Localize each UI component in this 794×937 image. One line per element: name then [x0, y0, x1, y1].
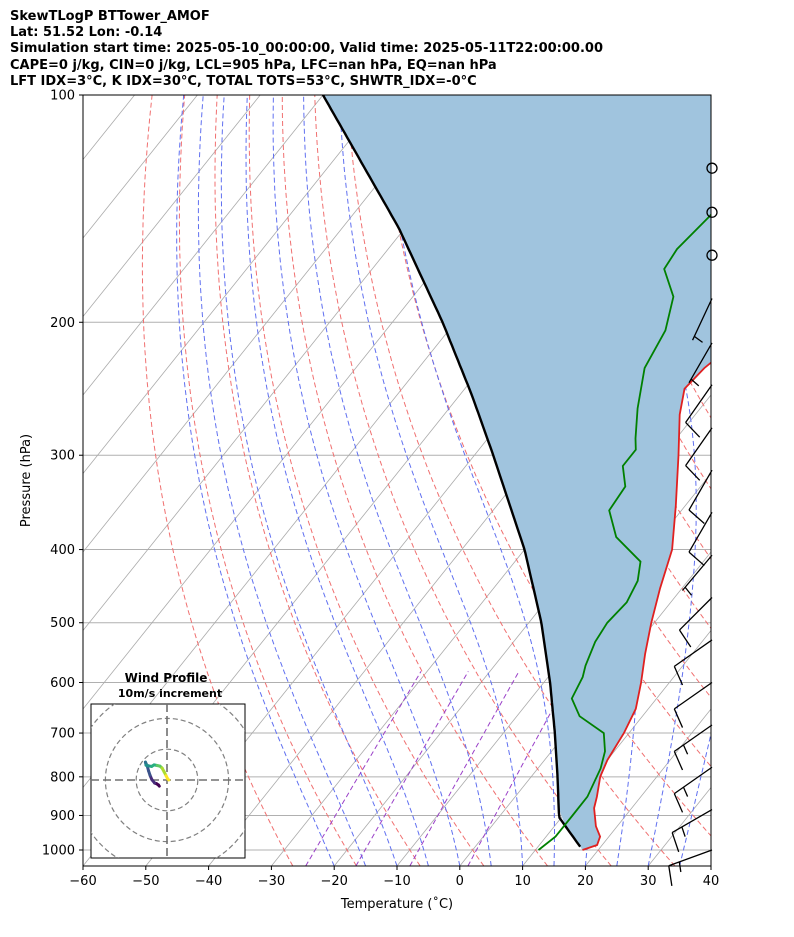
hodograph-ring — [135, 748, 199, 812]
x-tick-label: −60 — [69, 874, 96, 889]
moist-adiabat-line — [220, 95, 398, 866]
isotherm-line — [710, 865, 711, 866]
isotherm-line — [0, 95, 72, 866]
location-line: Lat: 51.52 Lon: -0.14 — [10, 25, 163, 40]
time-line: Simulation start time: 2025-05-10_00:00:… — [10, 41, 603, 56]
y-tick-label: 300 — [50, 449, 75, 464]
hodograph-inset — [90, 703, 246, 859]
wind-barb — [685, 384, 713, 438]
wind-barb — [691, 298, 713, 343]
wind-barb — [685, 427, 713, 481]
chart-title: SkewTLogP BTTower_AMOF — [10, 9, 210, 24]
dry-adiabat-line — [411, 95, 711, 768]
wind-barb — [671, 809, 713, 853]
y-tick-label: 900 — [50, 809, 75, 824]
dewpoint-profile-line — [537, 213, 711, 851]
x-tick-label: 10 — [514, 874, 531, 889]
isotherm-line — [0, 95, 9, 866]
isotherm-line — [83, 95, 324, 396]
dry-adiabat-line — [704, 95, 711, 112]
y-tick-label: 800 — [50, 770, 75, 785]
calm-wind-marker — [706, 249, 718, 261]
moist-adiabat-line — [599, 95, 697, 866]
wind-barb — [688, 511, 713, 567]
moist-adiabat-line — [339, 95, 524, 866]
plot-area — [0, 95, 794, 866]
moist-adiabat-line — [176, 95, 335, 866]
x-axis-label: Temperature (˚C) — [340, 896, 453, 912]
mixing-ratio-line — [467, 671, 574, 866]
wind-barb — [668, 849, 713, 886]
wind-barb — [673, 766, 713, 813]
x-tick-label: −10 — [383, 874, 410, 889]
index-line: LFT IDX=3°C, K IDX=30°C, TOTAL TOTS=53°C… — [10, 74, 477, 89]
x-tick-label: 30 — [640, 874, 657, 889]
calm-wind-marker — [706, 162, 718, 174]
wind-barb — [688, 469, 713, 524]
hodograph-subtitle: 10m/s increment — [118, 687, 222, 700]
moist-adiabat-line — [272, 95, 461, 866]
dry-adiabat-line — [281, 95, 548, 866]
wind-barb — [673, 724, 713, 771]
isotherm-line — [585, 708, 711, 866]
isotherm-line — [83, 95, 261, 318]
dry-adiabat-line — [314, 95, 612, 866]
x-tick-label: 20 — [577, 874, 594, 889]
wind-barb — [678, 597, 713, 648]
wind-barb — [688, 342, 713, 387]
parcel-profile-line — [321, 95, 582, 848]
wind-barb — [673, 639, 713, 686]
x-tick-label: 0 — [456, 874, 464, 889]
mixing-ratio-line — [409, 671, 520, 866]
y-tick-label: 200 — [50, 316, 75, 331]
dry-adiabat-line — [738, 95, 794, 866]
mixing-ratio-line — [305, 671, 422, 866]
x-tick-label: 40 — [703, 874, 720, 889]
wind-barb — [681, 554, 713, 596]
isotherm-line — [522, 629, 711, 866]
cape-line: CAPE=0 j/kg, CIN=0 j/kg, LCL=905 hPa, LF… — [10, 58, 497, 73]
moist-adiabat-line — [382, 95, 555, 866]
isotherm-line — [83, 95, 387, 475]
isotherm-line — [83, 95, 449, 553]
hodograph-segment — [166, 777, 171, 782]
y-tick-label: 400 — [50, 543, 75, 558]
moist-adiabat-line — [245, 95, 429, 866]
cin-shading — [323, 95, 711, 850]
moist-adiabat-line — [197, 95, 367, 866]
moist-adiabat-line — [303, 95, 492, 866]
dry-adiabat-line — [248, 95, 485, 866]
moist-adiabat-line — [710, 864, 711, 866]
x-tick-label: −50 — [132, 874, 159, 889]
y-tick-label: 500 — [50, 616, 75, 631]
dry-adiabat-line — [141, 95, 294, 866]
temperature-profile-line — [582, 361, 711, 851]
x-tick-label: −40 — [195, 874, 222, 889]
calm-wind-marker — [706, 206, 718, 218]
mixing-ratio-line — [355, 671, 469, 866]
x-tick-label: −20 — [320, 874, 347, 889]
x-tick-label: −30 — [258, 874, 285, 889]
y-tick-label: 100 — [50, 89, 75, 104]
wind-barb — [673, 681, 713, 728]
y-tick-label: 600 — [50, 676, 75, 691]
y-tick-label: 700 — [50, 727, 75, 742]
dry-adiabat-line — [178, 95, 357, 866]
isotherm-line — [83, 95, 198, 239]
dry-adiabat-line — [770, 95, 794, 866]
hodograph-title: Wind Profile — [125, 671, 208, 685]
y-axis-label: Pressure (hPa) — [19, 434, 34, 527]
y-tick-label: 1000 — [42, 844, 75, 859]
